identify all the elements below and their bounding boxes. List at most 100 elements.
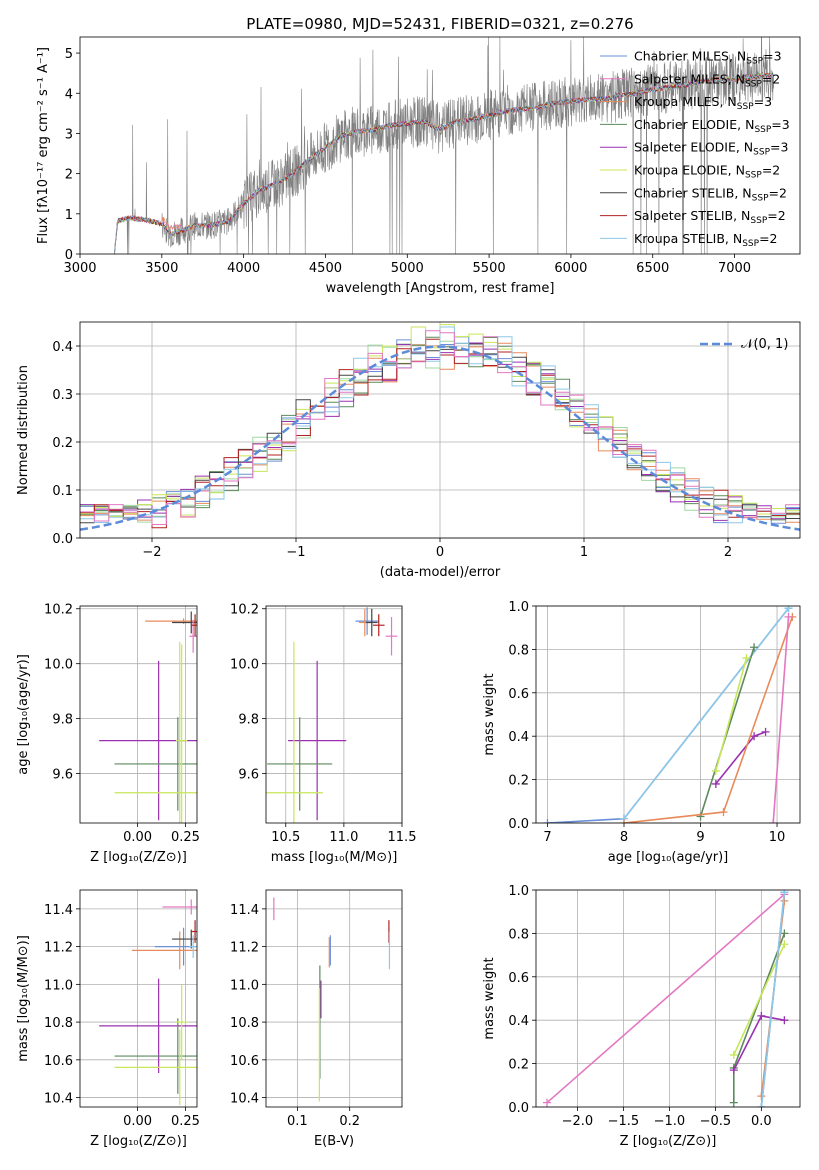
y-tick-label: 4 [65,87,73,102]
data-point [729,1066,738,1075]
data-point [543,1098,552,1107]
series-line [699,646,755,817]
y-axis-label: Flux [fλ10⁻¹⁷ erg cm⁻² s⁻¹ A⁻¹] [36,47,51,244]
panel-massweight-vs-Z: −2.0 −1.5 −1.0 −0.5 0.0 0.0 0.2 0.4 0.6 0.8 1.0 Z [… [482,884,801,1149]
data-point [757,1092,766,1101]
x-tick-label: 11.0 [329,830,358,845]
legend-label: Salpeter STELIB, NSSP=2 [634,208,786,226]
plot-area-massweight-vs-age [543,606,797,823]
y-axis-label: mass [log₁₀(M/M⊙)] [16,935,31,1062]
data-point [719,808,728,817]
x-tick-label: 1 [580,545,588,560]
y-tick-label: 0.3 [52,388,73,403]
data-point [620,819,628,823]
x-axis-label: age [log₁₀(age/yr)] [608,850,729,865]
axes-frame [79,321,801,539]
series-line [772,616,790,823]
y-tick-label: 10.4 [230,1092,259,1107]
y-tick-label: 9.6 [52,768,73,783]
x-axis-label: Z [log₁₀(Z/Z⊙)] [90,850,187,865]
y-tick-label: 2 [65,168,73,183]
data-point [711,766,720,775]
panel-residuals: −2 −1 0 1 2 0.0 0.1 0.2 0.3 0.4 (data-model)/error… [16,321,801,580]
data-point [750,732,759,741]
data-point [769,819,778,823]
x-tick-label: −2.0 [562,1114,594,1129]
plot-area-mass-vs-ebv [273,897,391,1102]
x-tick-label: 6500 [636,261,669,276]
y-tick-label: 5 [65,47,73,62]
data-point [543,819,552,823]
x-tick-label: 0.0 [751,1114,772,1129]
y-tick-label: 0.4 [508,1014,529,1029]
data-point [742,654,751,663]
y-tick-label: 10.4 [44,1092,73,1107]
panel-mass-vs-ebv: 0.1 0.2 10.4 10.6 10.8 11.0 11.2 11.4 E(B-V) [230,889,403,1149]
histogram-step [80,326,800,524]
y-tick-label: 0.8 [508,927,529,942]
x-axis-label: E(B-V) [314,1134,354,1149]
y-tick-label: 0.1 [52,484,73,499]
y-tick-label: 0 [65,248,73,263]
legend-label: Chabrier ELODIE, NSSP=3 [634,117,790,135]
legend-label: Chabrier MILES, NSSP=3 [634,49,782,67]
x-tick-label: 7000 [718,261,751,276]
y-tick-label: 11.2 [44,941,73,956]
legend-label: Kroupa STELIB, NSSP=2 [634,231,778,249]
x-tick-label: −0.5 [700,1114,732,1129]
y-axis-label: age [log₁₀(age/yr)] [16,654,31,775]
data-point [729,1050,738,1059]
y-tick-label: 0.0 [52,532,73,547]
x-tick-label: 5500 [473,261,506,276]
axes-frame [79,889,198,1108]
x-tick-label: 8 [620,830,628,845]
x-tick-label: 0 [436,545,444,560]
y-tick-label: 9.6 [238,768,259,783]
panel-age-vs-Z: 0.00 0.25 9.6 9.8 10.0 10.2 Z [log₁₀(Z/Z⊙)] age… [16,603,200,865]
data-point [711,779,720,788]
y-axis-label: mass weight [482,957,497,1039]
plot-area-residuals [80,324,800,531]
y-tick-label: 0.0 [508,1101,529,1116]
x-tick-label: 3000 [63,261,96,276]
data-point [757,1011,766,1020]
plot-area-spectrum [114,37,775,254]
series-line [715,731,766,785]
y-tick-label: 10.2 [230,603,259,618]
x-tick-label: 5000 [391,261,424,276]
x-tick-label: −1 [286,545,305,560]
x-tick-label: 0.00 [123,1114,152,1129]
y-tick-label: 11.4 [230,903,259,918]
x-tick-label: 10.5 [271,830,300,845]
data-point [784,606,793,613]
x-tick-label: −1.0 [654,1114,686,1129]
spectrum-legend: Chabrier MILES, NSSP=3 Salpeter MILES, NS… [600,49,790,249]
observed-flux-line [114,37,775,254]
panel-mass-vs-Z: 0.00 0.25 10.4 10.6 10.8 11.0 11.2 11.4 Z [log₁₀… [16,889,200,1149]
y-tick-label: 0.0 [508,817,529,832]
data-point [750,643,759,652]
axes-frame [265,889,403,1108]
data-point [780,929,789,938]
x-tick-label: 11.5 [388,830,417,845]
series-line [760,892,786,1107]
x-tick-label: 0.1 [287,1114,308,1129]
plot-area-age-vs-Z [99,611,197,823]
y-tick-label: 9.8 [52,713,73,728]
x-tick-label: 4500 [309,261,342,276]
x-tick-label: 0.2 [339,1114,360,1129]
x-tick-label: 6000 [554,261,587,276]
legend-label: Kroupa MILES, NSSP=3 [634,94,772,112]
plot-area-mass-vs-Z [99,899,197,1106]
data-point [729,1098,738,1107]
x-tick-label: −1.5 [608,1114,640,1129]
x-tick-label: 3500 [145,261,178,276]
y-tick-label: 10.8 [230,1016,259,1031]
y-tick-label: 10.2 [44,603,73,618]
x-tick-label: 4000 [227,261,260,276]
series-line [715,657,748,772]
y-tick-label: 0.4 [52,340,73,355]
x-tick-label: 10 [769,830,786,845]
y-tick-label: 10.6 [230,1054,259,1069]
